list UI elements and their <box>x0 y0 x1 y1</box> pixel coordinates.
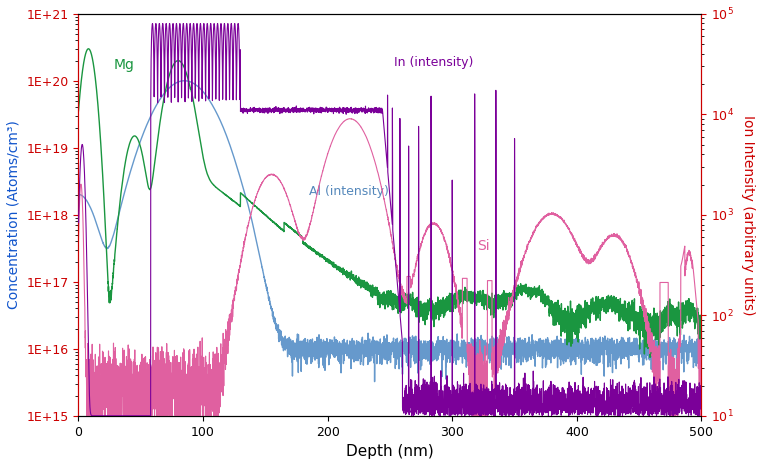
Text: Mg: Mg <box>114 58 134 72</box>
X-axis label: Depth (nm): Depth (nm) <box>346 444 434 459</box>
Text: Al (intensity): Al (intensity) <box>309 185 389 198</box>
Text: In (intensity): In (intensity) <box>394 56 473 69</box>
Y-axis label: Ion Intensity (arbitrary units): Ion Intensity (arbitrary units) <box>741 115 755 315</box>
Text: Si: Si <box>477 239 490 253</box>
Y-axis label: Concentration (Atoms/cm³): Concentration (Atoms/cm³) <box>7 120 21 309</box>
